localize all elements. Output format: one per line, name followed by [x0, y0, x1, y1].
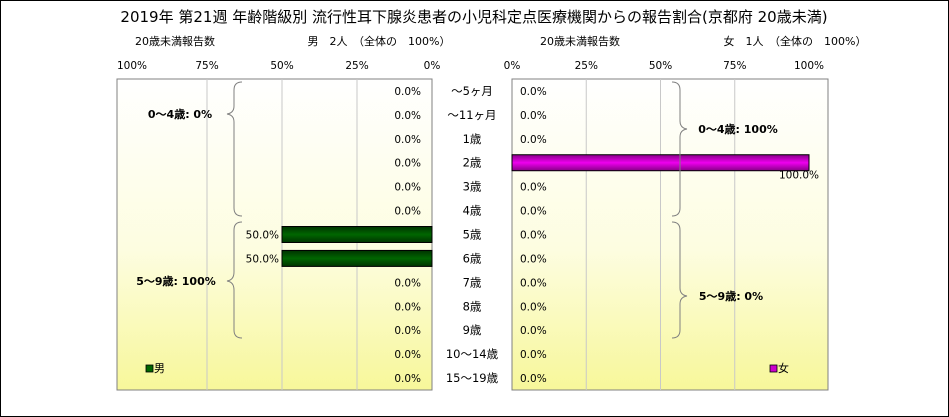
female-summary: 女 1人 （全体の 100%） — [724, 34, 867, 48]
category-label: ～11ヶ月 — [447, 108, 496, 122]
male-value-label: 50.0% — [246, 253, 279, 265]
male-value-label: 0.0% — [394, 349, 421, 361]
category-label: 8歳 — [463, 299, 482, 313]
male-value-label: 0.0% — [394, 301, 421, 313]
female-value-label: 0.0% — [520, 86, 547, 98]
male-value-label: 0.0% — [394, 206, 421, 218]
category-label: 3歳 — [463, 180, 482, 194]
female-tick-label: 50% — [649, 60, 672, 72]
category-label: 6歳 — [463, 251, 482, 265]
female-value-label: 0.0% — [520, 301, 547, 313]
female-tick-label: 75% — [723, 60, 746, 72]
female-plot-area — [511, 78, 829, 391]
female-value-label: 100.0% — [779, 170, 819, 182]
category-label: ～5ヶ月 — [451, 84, 493, 98]
male-value-label: 0.0% — [394, 110, 421, 122]
female-brace-5-9 — [671, 221, 688, 339]
female-legend-swatch — [769, 364, 778, 373]
female-value-label: 0.0% — [520, 325, 547, 337]
female-header-label: 20歳未満報告数 — [540, 35, 620, 48]
male-legend-swatch — [145, 364, 154, 373]
female-value-label: 0.0% — [520, 182, 547, 194]
male-group-label-5-9: 5～9歳: 100% — [136, 274, 216, 288]
male-tick-label: 75% — [195, 60, 218, 72]
male-value-label: 50.0% — [246, 230, 279, 242]
category-label: 1歳 — [463, 132, 482, 146]
female-legend-label: 女 — [778, 361, 789, 375]
male-brace-5-9 — [226, 221, 243, 339]
male-brace-0-4 — [226, 81, 243, 217]
male-legend-label: 男 — [154, 362, 165, 375]
female-group-label-5-9: 5～9歳: 0% — [699, 289, 763, 303]
male-value-label: 0.0% — [394, 86, 421, 98]
male-value-label: 0.0% — [394, 134, 421, 146]
category-label: 9歳 — [463, 323, 482, 337]
male-bar — [281, 226, 433, 243]
category-label: 15～19歳 — [446, 371, 499, 385]
male-tick-label: 50% — [270, 60, 293, 72]
female-value-label: 0.0% — [520, 230, 547, 242]
category-label: 2歳 — [463, 156, 482, 170]
female-group-braces — [671, 81, 688, 339]
female-brace-0-4 — [671, 81, 688, 217]
male-tick-label: 100% — [117, 60, 147, 72]
female-tick-label: 100% — [794, 60, 824, 72]
male-value-label: 0.0% — [394, 373, 421, 385]
female-value-label: 0.0% — [520, 110, 547, 122]
category-label: 4歳 — [463, 204, 482, 218]
male-group-label-0-4: 0～4歳: 0% — [148, 107, 212, 121]
male-header-label: 20歳未満報告数 — [135, 35, 215, 48]
male-value-label: 0.0% — [394, 325, 421, 337]
female-value-label: 0.0% — [520, 206, 547, 218]
category-label: 10～14歳 — [446, 347, 499, 361]
female-tick-label: 0% — [504, 60, 521, 72]
chart-title: 2019年 第21週 年齢階級別 流行性耳下腺炎患者の小児科定点医療機関からの報… — [120, 8, 827, 26]
male-value-label: 0.0% — [394, 158, 421, 170]
female-value-label: 0.0% — [520, 134, 547, 146]
male-value-label: 0.0% — [394, 182, 421, 194]
female-group-label-0-4: 0～4歳: 100% — [698, 122, 778, 136]
female-value-label: 0.0% — [520, 253, 547, 265]
female-value-label: 0.0% — [520, 277, 547, 289]
male-summary: 男 2人 （全体の 100%） — [308, 34, 451, 48]
female-value-label: 0.0% — [520, 349, 547, 361]
category-label: 5歳 — [463, 228, 482, 242]
male-bar — [281, 249, 433, 267]
female-bar — [511, 154, 810, 172]
male-tick-label: 0% — [424, 60, 441, 72]
male-tick-label: 25% — [345, 60, 368, 72]
female-value-label: 0.0% — [520, 373, 547, 385]
male-group-braces — [226, 81, 243, 339]
male-value-label: 0.0% — [394, 277, 421, 289]
category-label: 7歳 — [463, 275, 482, 289]
female-tick-label: 25% — [575, 60, 598, 72]
